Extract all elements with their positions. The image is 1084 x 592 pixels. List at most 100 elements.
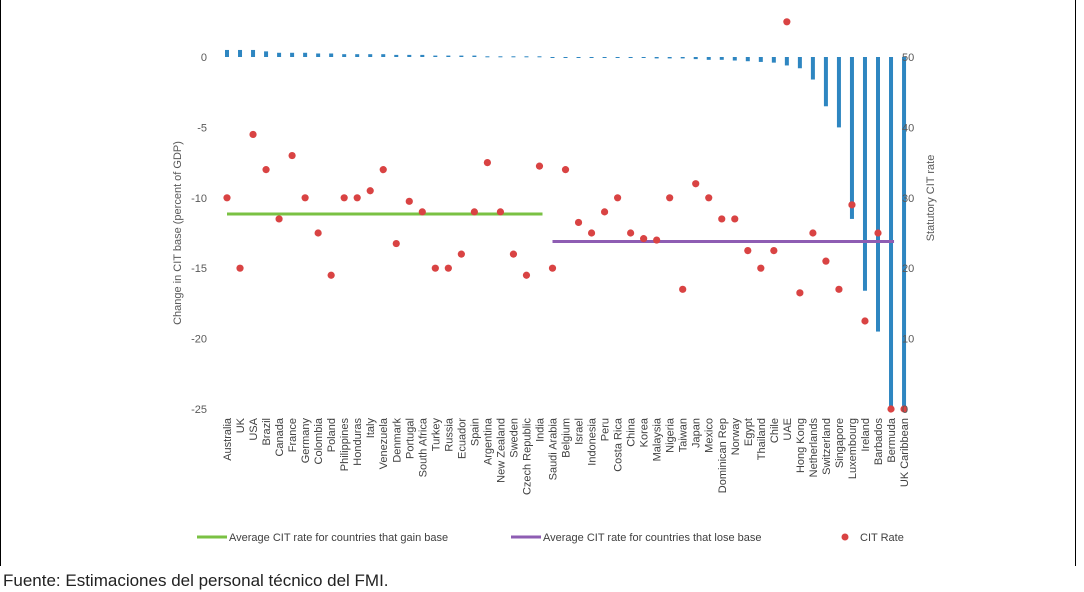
- bar-36: [693, 57, 698, 60]
- cit-dot-7: [314, 229, 322, 237]
- bar-38: [719, 57, 724, 60]
- category-label-9: Philippines: [339, 418, 351, 472]
- bar-11: [368, 54, 373, 57]
- category-label-50: Barbados: [873, 418, 885, 466]
- category-label-15: South Africa: [417, 417, 429, 477]
- cit-dot-34: [666, 194, 674, 202]
- cit-dot-6: [301, 194, 309, 202]
- bar-51: [889, 57, 894, 409]
- bar-23: [524, 56, 529, 58]
- bar-46: [823, 57, 828, 107]
- bar-50: [876, 57, 880, 332]
- category-label-48: Luxembourg: [847, 418, 859, 479]
- bar-4: [277, 52, 282, 57]
- cit-dot-13: [392, 239, 400, 248]
- cit-dot-25: [548, 264, 557, 272]
- category-label-19: Spain: [469, 418, 481, 446]
- bar-35: [680, 57, 685, 59]
- category-label-26: Belgium: [561, 418, 573, 458]
- average-lines: [227, 212, 895, 243]
- bar-32: [641, 57, 646, 58]
- bar-45: [810, 57, 815, 80]
- cit-dot-52: [900, 405, 908, 413]
- legend-dot-label: CIT Rate: [860, 532, 904, 544]
- bar-29: [602, 57, 607, 58]
- bar-0: [225, 49, 229, 57]
- category-label-21: New Zealand: [495, 418, 507, 483]
- cit-dot-45: [809, 229, 817, 237]
- y2-tick-0: 50: [902, 52, 914, 64]
- bar-10: [355, 54, 360, 57]
- cit-dot-14: [405, 197, 413, 205]
- cit-dot-1: [236, 264, 244, 272]
- legend-lose-label: Average CIT rate for countries that lose…: [543, 532, 762, 544]
- cit-dot-24: [535, 162, 544, 170]
- y2-tick-3: 20: [902, 263, 914, 275]
- cit-dot-37: [705, 194, 713, 202]
- bar-49: [862, 57, 867, 291]
- category-label-42: Chile: [769, 418, 781, 443]
- cit-dot-35: [679, 285, 687, 293]
- bar-3: [264, 51, 269, 57]
- cit-dot-2: [249, 130, 257, 139]
- category-label-36: Japan: [691, 418, 703, 448]
- category-label-24: India: [534, 417, 546, 442]
- category-label-12: Venezuela: [378, 417, 390, 469]
- cit-dot-9: [340, 194, 348, 202]
- category-label-8: Poland: [326, 418, 338, 452]
- bar-20: [485, 56, 490, 58]
- category-label-27: Israel: [574, 418, 586, 445]
- category-label-35: Taiwan: [678, 418, 690, 452]
- y-tick-4: -20: [191, 334, 207, 346]
- bar-30: [615, 57, 620, 58]
- bar-1: [238, 49, 243, 57]
- bar-5: [290, 52, 295, 57]
- bar-27: [576, 57, 581, 58]
- category-label-52: UK Caribbean: [899, 418, 911, 487]
- category-label-33: Malaysia: [652, 417, 664, 461]
- bar-41: [758, 57, 763, 62]
- bar-7: [316, 53, 321, 57]
- y-tick-2: -10: [191, 193, 207, 205]
- cit-dot-3: [262, 166, 270, 174]
- bar-16: [433, 55, 438, 57]
- bar-21: [498, 56, 503, 58]
- category-label-38: Dominican Rep: [717, 418, 729, 493]
- y-tick-0: 0: [201, 52, 207, 64]
- category-label-46: Switzerland: [821, 418, 833, 475]
- category-label-39: Norway: [730, 418, 742, 456]
- category-label-45: Netherlands: [808, 418, 820, 478]
- cit-dot-43: [783, 18, 791, 26]
- y2-axis-label: Statutory CIT rate: [925, 155, 937, 242]
- bar-14: [407, 54, 412, 57]
- category-label-40: Egypt: [743, 418, 755, 446]
- bar-22: [511, 56, 516, 58]
- bar-31: [628, 57, 633, 58]
- y-tick-5: -25: [191, 404, 207, 416]
- category-label-34: Nigeria: [665, 417, 677, 453]
- axis-ticks: 0 -5 -10 -15 -20 -25 50 40 30 20 10 0: [191, 52, 914, 416]
- y2-tick-5: 0: [902, 404, 908, 416]
- bar-12: [381, 54, 386, 57]
- bar-series: [225, 49, 907, 409]
- category-label-16: Turkey: [430, 418, 442, 452]
- cit-rate-dots: [223, 18, 908, 413]
- category-label-1: UK: [235, 417, 247, 433]
- cit-dot-8: [327, 271, 335, 279]
- category-label-10: Honduras: [352, 418, 364, 466]
- cit-dot-10: [353, 194, 361, 202]
- cit-dot-20: [483, 159, 491, 167]
- category-label-31: China: [626, 417, 638, 447]
- cit-dot-23: [522, 271, 531, 279]
- cit-dot-18: [457, 250, 465, 258]
- category-label-51: Bermuda: [886, 417, 898, 463]
- bar-28: [589, 57, 594, 58]
- cit-dot-42: [770, 247, 778, 255]
- category-label-25: Saudi Arabia: [548, 417, 560, 480]
- bar-9: [342, 54, 347, 57]
- cit-dot-40: [744, 247, 752, 255]
- cit-dot-4: [275, 215, 283, 223]
- bar-40: [745, 57, 750, 62]
- legend: Average CIT rate for countries that gain…: [197, 532, 904, 544]
- cit-dot-33: [653, 236, 661, 244]
